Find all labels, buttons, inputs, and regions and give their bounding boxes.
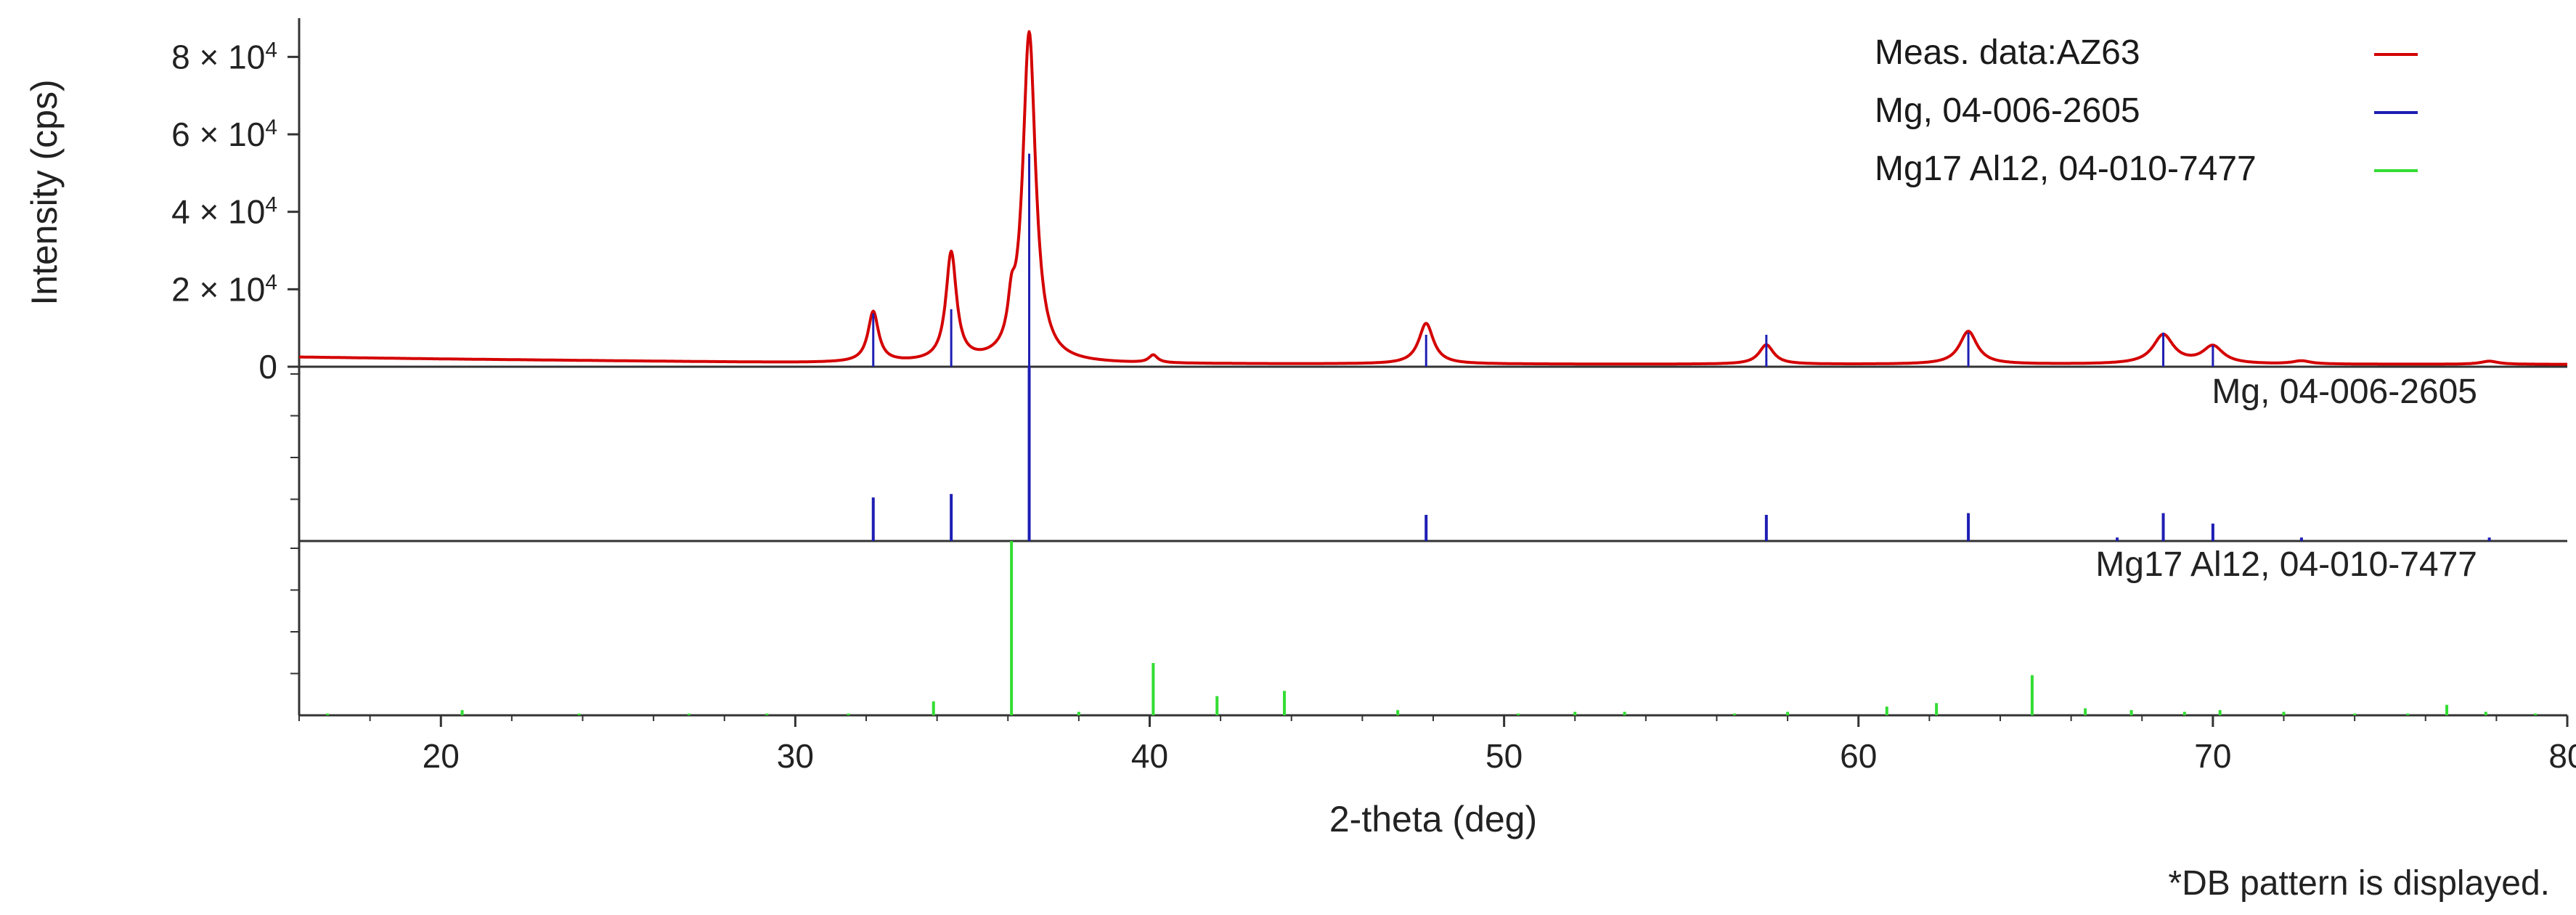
legend-label-mg17al12: Mg17 Al12, 04-010-7477 [1875,150,2257,188]
x-tick-label: 50 [1485,737,1523,775]
y-tick-label: 6 × 104 [171,115,277,154]
y-tick-label: 4 × 104 [171,192,277,231]
panel-minor-ticks [290,373,299,675]
y-axis-title: Intensity (cps) [24,79,65,305]
x-tick-label: 20 [423,737,460,775]
x-tick-label: 70 [2194,737,2231,775]
legend: Meas. data:AZ63 Mg, 04-006-2605 Mg17 Al1… [1875,33,2418,188]
y-tick-label: 2 × 104 [171,270,277,309]
db-pattern-note: *DB pattern is displayed. [2168,864,2550,903]
x-tick-label: 30 [777,737,814,775]
mg17al12-reference-panel [326,541,2538,715]
legend-label-mg: Mg, 04-006-2605 [1875,92,2140,130]
x-tick-label: 60 [1840,737,1877,775]
series-line-meas [298,30,2568,366]
x-tick-label: 40 [1131,737,1168,775]
mg-panel-label: Mg, 04-006-2605 [2212,373,2477,411]
y-tick-label: 0 [258,348,277,386]
mg-overlay-sticks [872,153,2214,367]
mg-reference-panel [871,367,2491,541]
x-axis-title: 2-theta (deg) [1329,799,1537,839]
x-tick-label: 80 [2548,737,2576,775]
x-axis-ticks: 20 30 40 50 60 70 80 [298,715,2576,775]
y-tick-label: 8 × 104 [171,38,277,76]
y-axis-ticks: 0 2 × 104 4 × 104 6 × 104 8 × 104 [171,38,299,386]
legend-label-meas: Meas. data:AZ63 [1875,33,2140,72]
mg17al12-panel-label: Mg17 Al12, 04-010-7477 [2095,545,2477,584]
